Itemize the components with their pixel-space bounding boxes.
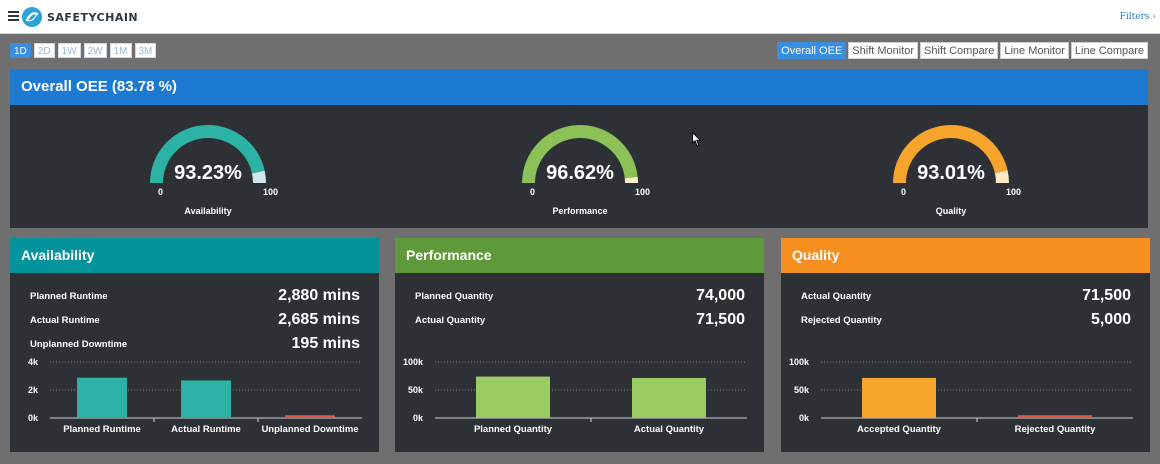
y-tick-label: 50k — [408, 385, 424, 395]
metric-label: Actual Quantity — [415, 315, 486, 326]
view-button-shift-monitor[interactable]: Shift Monitor — [848, 42, 919, 59]
performance-bar-chart: 0k 50k 100k Planned Quantity Actual Quantity — [403, 357, 747, 435]
metric-value: 2,685 mins — [278, 311, 360, 328]
gauge-label: Quality — [935, 206, 967, 216]
x-tick-label: Unplanned Downtime — [261, 424, 358, 435]
availability-gauge-arc — [150, 125, 266, 183]
gauge-fill — [522, 125, 638, 183]
gauge-value: 93.01% — [917, 162, 985, 184]
y-tick-label: 50k — [794, 385, 810, 395]
metric-row: Planned Runtime 2,880 mins — [30, 287, 360, 307]
gauge-remainder — [994, 170, 1009, 183]
metric-row: Planned Quantity 74,000 — [415, 287, 745, 307]
y-tick-label: 100k — [789, 357, 810, 367]
view-button-line-compare[interactable]: Line Compare — [1070, 42, 1148, 59]
metric-value: 74,000 — [696, 287, 745, 304]
metric-label: Unplanned Downtime — [30, 339, 128, 350]
metric-value: 71,500 — [696, 311, 745, 328]
range-button-3m[interactable]: 3M — [134, 43, 157, 58]
gauge-min: 0 — [530, 187, 536, 197]
availability-gauge: 93.23% 0 100 Availability — [123, 121, 293, 221]
quality-card: Quality Actual Quantity 71,500 Rejected … — [781, 238, 1150, 452]
metric-row: Unplanned Downtime 195 mins — [30, 335, 360, 355]
x-tick-label: Actual Quantity — [634, 424, 705, 435]
filters-link[interactable]: Filters › — [1119, 12, 1156, 22]
metric-value: 195 mins — [291, 335, 360, 352]
metric-label: Planned Quantity — [415, 291, 494, 302]
bar — [632, 377, 706, 418]
gauge-min: 0 — [158, 187, 164, 197]
y-tick-label: 4k — [28, 357, 39, 367]
gauge-remainder — [624, 176, 638, 183]
mouse-cursor-icon — [692, 132, 702, 147]
top-bar: SAFETYCHAIN Filters › — [0, 0, 1160, 34]
view-button-line-monitor[interactable]: Line Monitor — [1000, 42, 1069, 59]
metric-value: 2,880 mins — [278, 287, 360, 304]
range-button-1d[interactable]: 1D — [10, 43, 31, 58]
time-range-selector: 1D 2D 1W 2W 1M 3M — [10, 43, 157, 58]
hamburger-menu-icon[interactable] — [8, 11, 19, 21]
gauge-max: 100 — [1006, 187, 1022, 197]
range-button-1w[interactable]: 1W — [57, 43, 81, 58]
metric-value: 71,500 — [1082, 287, 1131, 304]
gauge-fill — [150, 125, 265, 183]
bar — [285, 415, 335, 418]
bar — [181, 380, 231, 418]
availability-bar-chart: 0k 2k 4k Planned Runtime Actual Runtime Unpla… — [28, 357, 362, 435]
gauge-max: 100 — [635, 187, 651, 197]
view-selector: Overall OEE Shift Monitor Shift Compare … — [777, 42, 1148, 59]
x-tick-label: Planned Runtime — [63, 424, 141, 435]
availability-card: Availability Planned Runtime 2,880 mins … — [10, 238, 379, 452]
y-tick-label: 0k — [28, 413, 39, 423]
x-tick-label: Accepted Quantity — [857, 424, 942, 435]
metric-row: Actual Runtime 2,685 mins — [30, 311, 360, 331]
card-title: Performance — [395, 238, 764, 273]
range-button-2d[interactable]: 2D — [33, 43, 55, 58]
x-tick-label: Actual Runtime — [171, 424, 241, 435]
card-title: Quality — [781, 238, 1150, 273]
metric-value: 5,000 — [1090, 311, 1131, 328]
gauge-label: Performance — [552, 206, 608, 216]
y-tick-label: 0k — [413, 413, 424, 423]
bar — [1018, 415, 1092, 418]
metric-label: Planned Runtime — [30, 291, 108, 302]
metric-label: Actual Quantity — [801, 291, 872, 302]
y-tick-label: 2k — [28, 385, 39, 395]
metric-row: Actual Quantity 71,500 — [415, 311, 745, 331]
quality-gauge: 93.01% 0 100 Quality — [866, 121, 1036, 221]
y-tick-label: 0k — [799, 413, 810, 423]
bar — [476, 376, 550, 418]
view-button-overall-oee[interactable]: Overall OEE — [777, 42, 847, 59]
x-tick-label: Rejected Quantity — [1015, 424, 1096, 435]
bar — [862, 377, 936, 418]
metric-label: Rejected Quantity — [801, 315, 882, 326]
performance-gauge-arc — [522, 125, 638, 183]
bar — [77, 377, 127, 418]
gauge-min: 0 — [901, 187, 907, 197]
gauge-value: 93.23% — [174, 162, 242, 184]
gauge-remainder — [251, 170, 266, 183]
range-button-1m[interactable]: 1M — [109, 43, 132, 58]
gauge-fill — [893, 124, 1008, 183]
quality-bar-chart: 0k 50k 100k Accepted Quantity Rejected Quant… — [789, 357, 1133, 435]
overall-oee-title: Overall OEE (83.78 %) — [10, 69, 1148, 105]
range-button-2w[interactable]: 2W — [83, 43, 107, 58]
performance-card: Performance Planned Quantity 74,000 Actu… — [395, 238, 764, 452]
metric-row: Rejected Quantity 5,000 — [801, 311, 1131, 331]
y-tick-label: 100k — [403, 357, 424, 367]
performance-gauge: 96.62% 0 100 Performance — [495, 121, 665, 221]
gauge-label: Availability — [184, 206, 232, 216]
metric-row: Actual Quantity 71,500 — [801, 287, 1131, 307]
gauge-value: 96.62% — [546, 162, 614, 184]
gauge-max: 100 — [263, 187, 279, 197]
x-tick-label: Planned Quantity — [474, 424, 553, 435]
view-button-shift-compare[interactable]: Shift Compare — [920, 42, 999, 59]
card-title: Availability — [10, 238, 379, 273]
quality-gauge-arc — [893, 124, 1009, 183]
overall-oee-panel: Overall OEE (83.78 %) 93.23% 0 100 Avail… — [10, 69, 1148, 228]
safetychain-logo-icon — [22, 7, 42, 27]
metric-label: Actual Runtime — [30, 315, 100, 326]
logo-text: SAFETYCHAIN — [47, 11, 139, 24]
